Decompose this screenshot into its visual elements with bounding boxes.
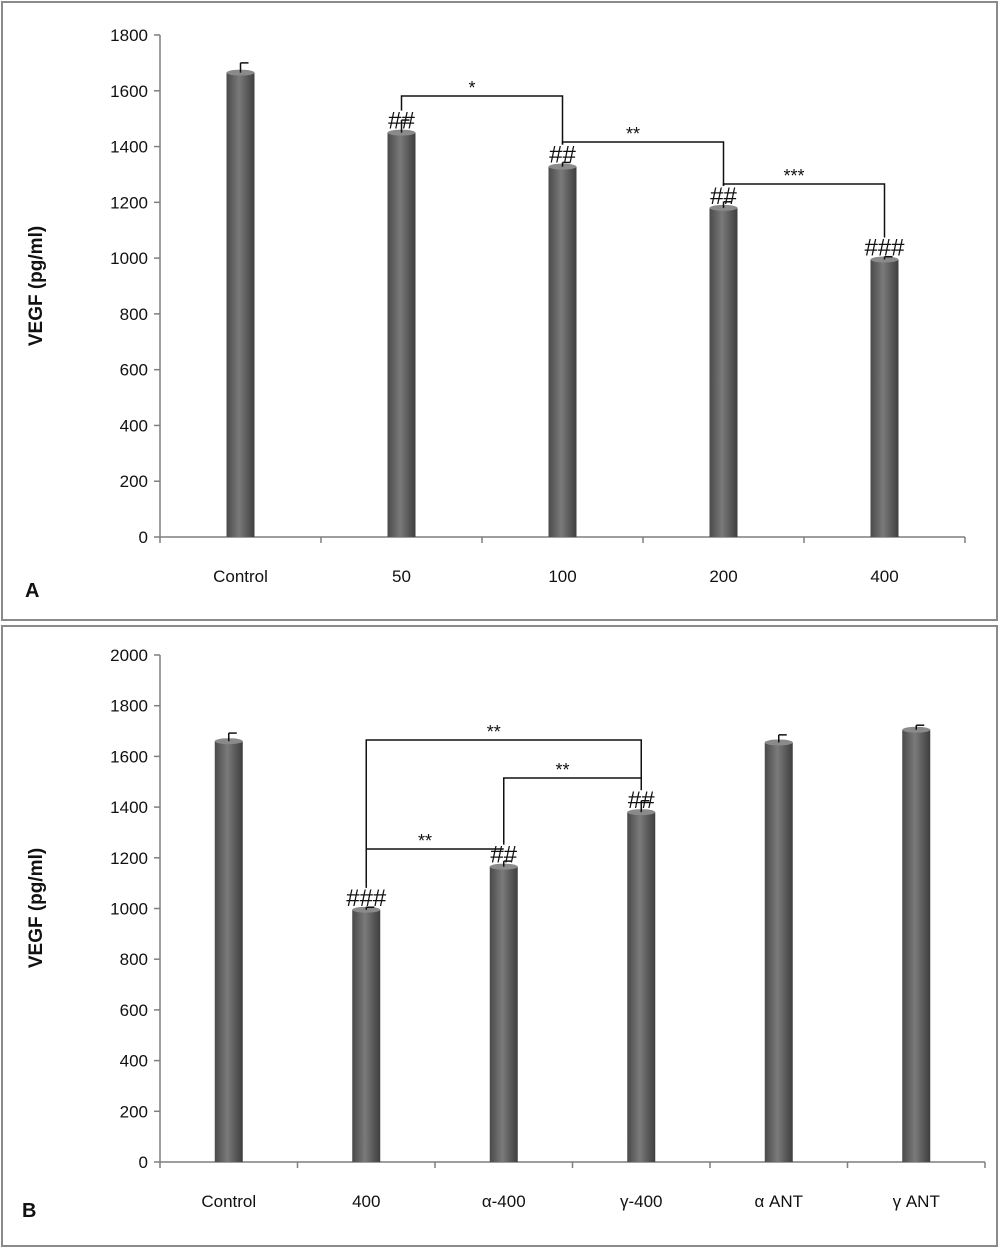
significance-hash: ##	[549, 142, 576, 169]
significance-bracket	[400, 95, 564, 145]
significance-stars: **	[626, 124, 640, 144]
significance-bracket	[503, 777, 642, 845]
y-tick-label: 2000	[110, 646, 148, 665]
y-tick-label: 800	[120, 305, 148, 324]
y-tick-label: 800	[120, 950, 148, 969]
bar-α-400	[489, 866, 518, 1162]
x-category-label: α-400	[482, 1192, 526, 1211]
significance-hash: ##	[628, 787, 655, 814]
x-category-label: γ ANT	[893, 1192, 940, 1211]
significance-hash: ###	[346, 885, 387, 912]
x-category-label: 400	[352, 1192, 380, 1211]
y-axis-label: VEGF (pg/ml)	[26, 848, 47, 968]
bar-Control	[226, 72, 255, 538]
y-tick-label: 1000	[110, 249, 148, 268]
significance-bracket	[722, 183, 886, 238]
x-category-label: Control	[213, 567, 268, 586]
y-tick-label: 0	[139, 528, 148, 547]
y-tick-label: 600	[120, 361, 148, 380]
y-tick-label: 0	[139, 1153, 148, 1172]
x-category-label: 50	[392, 567, 411, 586]
y-tick-label: 1800	[110, 697, 148, 716]
significance-bracket	[365, 739, 642, 888]
significance-stars: **	[418, 831, 432, 851]
x-category-label: 100	[548, 567, 576, 586]
significance-bracket	[365, 848, 504, 888]
bar-100	[548, 166, 577, 537]
y-tick-label: 1000	[110, 900, 148, 919]
panel-letter: A	[25, 580, 39, 602]
significance-stars: ***	[783, 166, 804, 186]
x-category-label: 400	[870, 567, 898, 586]
y-tick-label: 200	[120, 472, 148, 491]
y-tick-label: 400	[120, 416, 148, 435]
significance-stars: **	[487, 722, 501, 742]
y-tick-label: 1800	[110, 26, 148, 45]
y-tick-label: 1400	[110, 798, 148, 817]
x-category-label: Control	[201, 1192, 256, 1211]
bar-400	[352, 909, 381, 1162]
y-tick-label: 1200	[110, 849, 148, 868]
bar-Control	[214, 741, 243, 1162]
bar-γ-400	[627, 812, 656, 1162]
x-category-label: γ-400	[620, 1192, 663, 1211]
significance-stars: *	[468, 78, 475, 98]
chart-panel-a	[1, 1, 998, 621]
y-tick-label: 600	[120, 1001, 148, 1020]
bar-50	[387, 132, 416, 537]
bar-α-ANT	[764, 742, 793, 1162]
y-tick-label: 1600	[110, 747, 148, 766]
panel-letter: B	[22, 1200, 36, 1222]
significance-hash: ###	[864, 235, 905, 262]
y-axis-label: VEGF (pg/ml)	[26, 226, 47, 346]
y-tick-label: 1200	[110, 193, 148, 212]
y-tick-label: 200	[120, 1102, 148, 1121]
chart-b: 0 200 400 600 800 1000 1200 1400 1600 1800 2000 Con…	[22, 646, 986, 1222]
y-tick-label: 400	[120, 1052, 148, 1071]
significance-stars: **	[555, 760, 569, 780]
bar-200	[709, 207, 738, 537]
x-category-label: 200	[709, 567, 737, 586]
significance-hash: ##	[710, 183, 737, 210]
bar-γ-ANT	[902, 729, 931, 1162]
significance-bracket	[561, 141, 725, 186]
y-tick-label: 1600	[110, 82, 148, 101]
x-category-label: α ANT	[754, 1192, 803, 1211]
significance-hash: ##	[388, 108, 415, 135]
y-tick-label: 1400	[110, 138, 148, 157]
significance-hash: ##	[490, 842, 517, 869]
bar-400	[870, 259, 899, 537]
chart-a: 0 200 400 600 800 1000 1200 1400 1600 1800 Control…	[25, 26, 966, 602]
